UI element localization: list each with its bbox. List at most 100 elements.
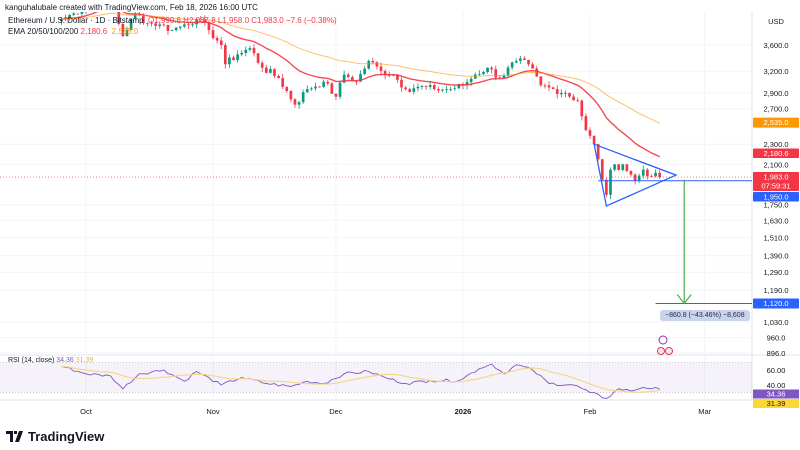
time-tick: Nov <box>206 407 220 416</box>
measure-label[interactable]: −860.8 (−43.46%) −8,608 <box>660 310 750 321</box>
candle <box>371 60 375 63</box>
candle <box>596 144 600 160</box>
ema50-price-tag: 2,535.0 <box>763 118 788 127</box>
candle <box>498 77 502 79</box>
chart-credit: kanguhalubale created with TradingView.c… <box>5 3 258 12</box>
candle <box>572 96 575 101</box>
time-tick: Feb <box>584 407 597 416</box>
symmetrical-triangle <box>593 143 678 207</box>
price-tick: 3,200.0 <box>763 67 788 76</box>
ema-label[interactable]: EMA 20/50/100/200 <box>8 27 79 36</box>
chart-legend: Ethereum / U.S. Dollar · 1D · Bitstamp O… <box>8 15 337 37</box>
candle <box>408 89 412 92</box>
candle <box>330 83 334 94</box>
candle <box>232 57 235 61</box>
rsi-value-tag: 34.36 <box>767 390 786 399</box>
candle <box>203 19 207 23</box>
rsi-line <box>61 363 660 399</box>
candle <box>490 67 493 70</box>
candle <box>121 24 125 36</box>
candle <box>621 164 625 170</box>
candle <box>428 85 432 87</box>
rsi-ma-tag: 31.39 <box>767 399 786 408</box>
symbol-title[interactable]: Ethereum / U.S. Dollar · 1D · Bitstamp <box>8 16 144 25</box>
candle <box>437 89 440 91</box>
candle <box>228 57 231 65</box>
rsi-value-tag-bg <box>753 389 799 399</box>
candle <box>478 74 481 75</box>
candle <box>387 75 391 76</box>
time-tick: Dec <box>329 407 343 416</box>
price-axis-bg <box>752 0 800 420</box>
candle <box>510 62 514 68</box>
candles <box>60 0 661 200</box>
candle <box>133 13 137 19</box>
target-price-tag-bg <box>753 298 799 309</box>
time-tick: Mar <box>698 407 711 416</box>
candle <box>613 164 616 170</box>
candle <box>367 60 371 69</box>
candle <box>252 48 256 54</box>
candle <box>166 25 170 31</box>
rsi-tick: 60.00 <box>767 366 786 375</box>
candle <box>113 0 116 10</box>
candle <box>555 89 559 95</box>
candle <box>297 102 301 105</box>
candle <box>346 74 350 78</box>
candle <box>625 164 629 171</box>
price-tick: 1,030.0 <box>763 318 788 327</box>
candle <box>158 24 162 26</box>
candle <box>486 67 489 73</box>
last-price-tag-bg <box>753 172 799 192</box>
tradingview-logo-icon <box>6 431 23 442</box>
candle <box>457 83 461 89</box>
candle <box>178 26 182 28</box>
candle <box>564 92 567 94</box>
candle <box>223 45 227 65</box>
rsi-tick: 40.00 <box>767 381 786 390</box>
ohlc-values: O1,990.6 H2,037.8 L1,958.0 C1,983.0 −7.6… <box>148 16 337 25</box>
candle <box>305 89 309 93</box>
candle <box>502 75 506 79</box>
candle <box>650 176 653 177</box>
candle <box>244 49 248 53</box>
event-icon <box>658 335 668 345</box>
ema50-price-tag-bg <box>753 117 799 128</box>
candle <box>338 82 342 97</box>
candle <box>273 69 276 76</box>
candle <box>248 48 252 50</box>
candle <box>256 53 260 63</box>
candle <box>383 71 387 76</box>
candle <box>125 30 129 36</box>
candle <box>379 66 383 72</box>
candle <box>150 22 153 24</box>
candle <box>93 0 96 3</box>
ema50-value: 2,535.0 <box>111 27 139 36</box>
candle <box>375 62 379 67</box>
candle <box>142 15 145 24</box>
candle <box>162 24 166 26</box>
price-tick: 1,390.0 <box>763 252 788 261</box>
rsi-label[interactable]: RSI (14, close) <box>8 357 55 364</box>
candle <box>519 58 522 61</box>
arrow-down-icon <box>676 294 692 305</box>
economic-event-icon <box>657 347 665 355</box>
price-tick: 1,510.0 <box>763 233 788 242</box>
candle <box>211 30 215 39</box>
price-chart[interactable]: USD3,600.03,200.02,900.02,700.02,300.02,… <box>0 0 800 425</box>
candle <box>445 89 448 90</box>
rsi-ma-tag-bg <box>753 399 799 408</box>
candle <box>531 64 534 69</box>
candle <box>187 24 190 26</box>
candle <box>293 99 297 105</box>
price-tick: 960.0 <box>767 334 786 343</box>
candle <box>351 77 354 82</box>
candle <box>539 76 543 86</box>
candle <box>363 68 366 74</box>
candle <box>592 135 596 145</box>
candle <box>85 6 88 11</box>
candle <box>482 72 485 75</box>
candle <box>60 18 63 22</box>
tradingview-logo[interactable]: TradingView <box>6 429 104 444</box>
support-price-tag-bg <box>753 192 799 202</box>
